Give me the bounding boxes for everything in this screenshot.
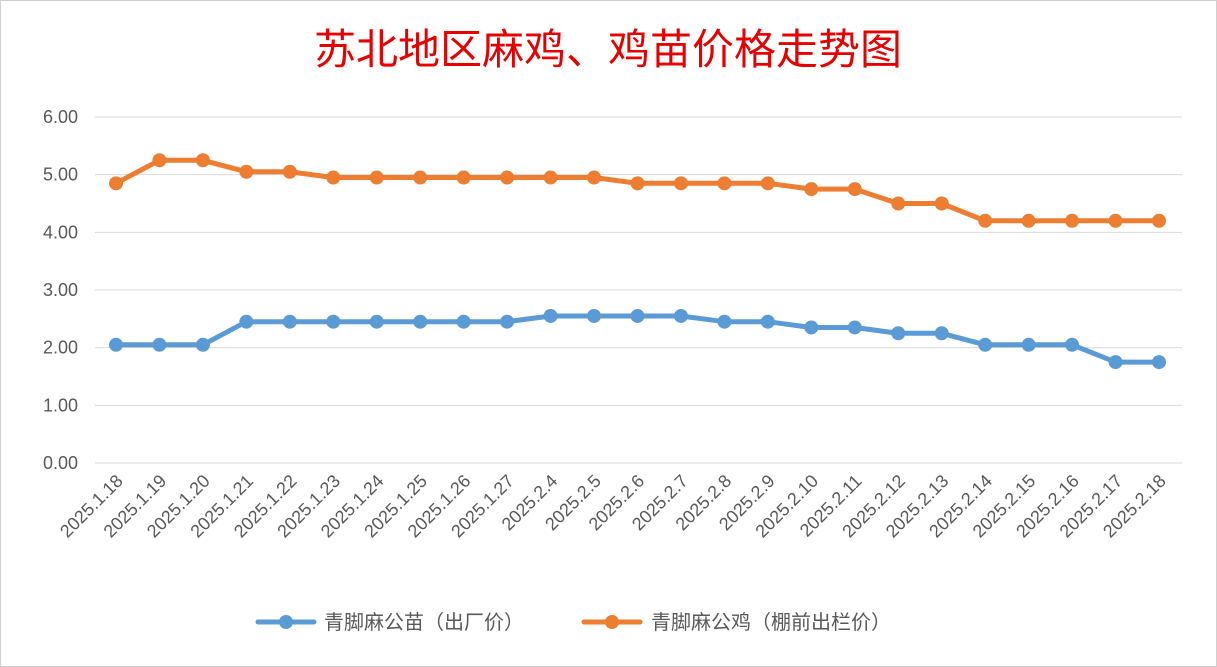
- y-tick-label: 3.00: [43, 280, 78, 300]
- data-point: [891, 326, 906, 341]
- data-point: [109, 176, 123, 191]
- x-axis-ticks: 2025.1.182025.1.192025.1.202025.1.212025…: [56, 471, 1170, 542]
- y-tick-label: 2.00: [43, 338, 78, 358]
- data-point: [413, 314, 428, 329]
- y-tick-label: 6.00: [43, 107, 78, 127]
- data-point: [369, 170, 384, 185]
- data-point: [804, 182, 819, 197]
- data-point: [1108, 355, 1123, 370]
- y-axis-ticks: 0.00 1.00 2.00 3.00 4.00 5.00 6.00: [43, 107, 78, 473]
- data-point: [760, 314, 775, 329]
- data-point: [847, 320, 862, 335]
- data-point: [717, 176, 732, 191]
- data-point: [1152, 213, 1166, 228]
- series-layer: [109, 153, 1166, 370]
- legend-item: 青脚麻公鸡（棚前出栏价）: [581, 610, 891, 634]
- legend-swatch-marker: [279, 615, 293, 629]
- data-point: [456, 170, 471, 185]
- data-point: [587, 170, 602, 185]
- data-point: [543, 170, 558, 185]
- data-point: [587, 308, 602, 323]
- legend-swatch-marker: [605, 615, 619, 629]
- data-point: [239, 314, 254, 329]
- y-tick-label: 0.00: [43, 453, 78, 473]
- data-point: [326, 314, 341, 329]
- legend-label: 青脚麻公鸡（棚前出栏价）: [651, 610, 891, 634]
- data-point: [500, 170, 515, 185]
- data-point: [1152, 355, 1166, 370]
- data-point: [978, 213, 993, 228]
- data-point: [1021, 213, 1036, 228]
- y-tick-label: 1.00: [43, 395, 78, 415]
- data-point: [1108, 213, 1123, 228]
- data-point: [152, 337, 167, 352]
- legend-label: 青脚麻公苗（出厂价）: [324, 610, 524, 634]
- data-point: [195, 153, 210, 168]
- data-point: [282, 164, 297, 179]
- series-1: [109, 308, 1166, 370]
- data-point: [717, 314, 732, 329]
- data-point: [413, 170, 428, 185]
- data-point: [1065, 337, 1080, 352]
- data-point: [326, 170, 341, 185]
- data-point: [804, 320, 819, 335]
- data-point: [456, 314, 471, 329]
- data-point: [282, 314, 297, 329]
- data-point: [369, 314, 384, 329]
- data-point: [1021, 337, 1036, 352]
- data-point: [978, 337, 993, 352]
- data-point: [239, 164, 254, 179]
- data-point: [543, 308, 558, 323]
- chart-title: 苏北地区麻鸡、鸡苗价格走势图: [314, 25, 902, 74]
- data-point: [934, 196, 949, 211]
- data-point: [630, 176, 645, 191]
- data-point: [630, 308, 645, 323]
- data-point: [152, 153, 167, 168]
- legend: 青脚麻公苗（出厂价） 青脚麻公鸡（棚前出栏价）: [255, 610, 891, 634]
- series-line: [113, 157, 1162, 224]
- data-point: [760, 176, 775, 191]
- data-point: [934, 326, 949, 341]
- series-2: [109, 153, 1166, 228]
- data-point: [500, 314, 515, 329]
- data-point: [673, 176, 688, 191]
- legend-item: 青脚麻公苗（出厂价）: [255, 610, 524, 634]
- data-point: [1065, 213, 1080, 228]
- data-point: [847, 182, 862, 197]
- data-point: [891, 196, 906, 211]
- y-tick-label: 5.00: [43, 165, 78, 185]
- data-point: [195, 337, 210, 352]
- data-point: [109, 337, 123, 352]
- gridlines: [95, 116, 1182, 464]
- data-point: [673, 308, 688, 323]
- y-tick-label: 4.00: [43, 222, 78, 242]
